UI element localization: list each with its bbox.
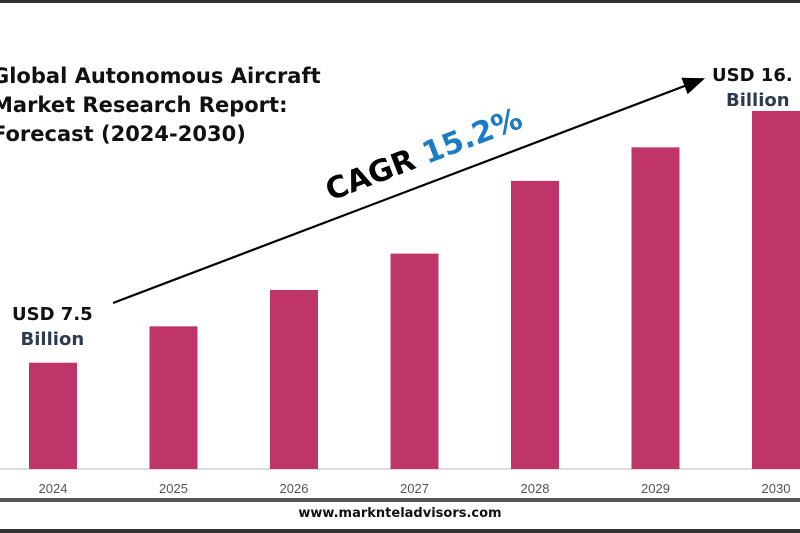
bar-2024 xyxy=(29,362,77,469)
end-value-amount: USD 16. xyxy=(712,65,793,86)
bar-2026 xyxy=(270,289,318,469)
end-value-label: USD 16. Billion xyxy=(712,63,793,113)
bar-2028 xyxy=(511,180,559,469)
start-value-label: USD 7.5 Billion xyxy=(12,302,93,352)
end-value-unit: Billion xyxy=(726,90,790,111)
bottom-border xyxy=(0,529,800,533)
x-tick-label: 2026 xyxy=(280,481,309,496)
top-border xyxy=(0,0,800,3)
footer-divider xyxy=(0,498,800,502)
start-value-amount: USD 7.5 xyxy=(12,304,93,325)
footer-url: www.marknteladvisors.com xyxy=(298,506,502,521)
x-tick-label: 2025 xyxy=(159,481,188,496)
x-tick-label: 2024 xyxy=(39,481,68,496)
bar-2025 xyxy=(149,326,198,469)
x-tick-label: 2030 xyxy=(762,481,791,496)
x-tick-label: 2027 xyxy=(400,481,429,496)
growth-arrow xyxy=(112,77,706,305)
bar-2029 xyxy=(631,147,680,470)
bar-2030 xyxy=(752,110,800,470)
bar-2027 xyxy=(390,253,439,469)
start-value-unit: Billion xyxy=(20,329,85,350)
x-tick-label: 2029 xyxy=(641,481,670,496)
bar-chart: 2024 2025 2026 2027 2028 2029 2030 xyxy=(0,77,800,496)
x-tick-label: 2028 xyxy=(521,481,550,496)
chart-title: Global Autonomous Aircraft Market Resear… xyxy=(0,64,321,146)
